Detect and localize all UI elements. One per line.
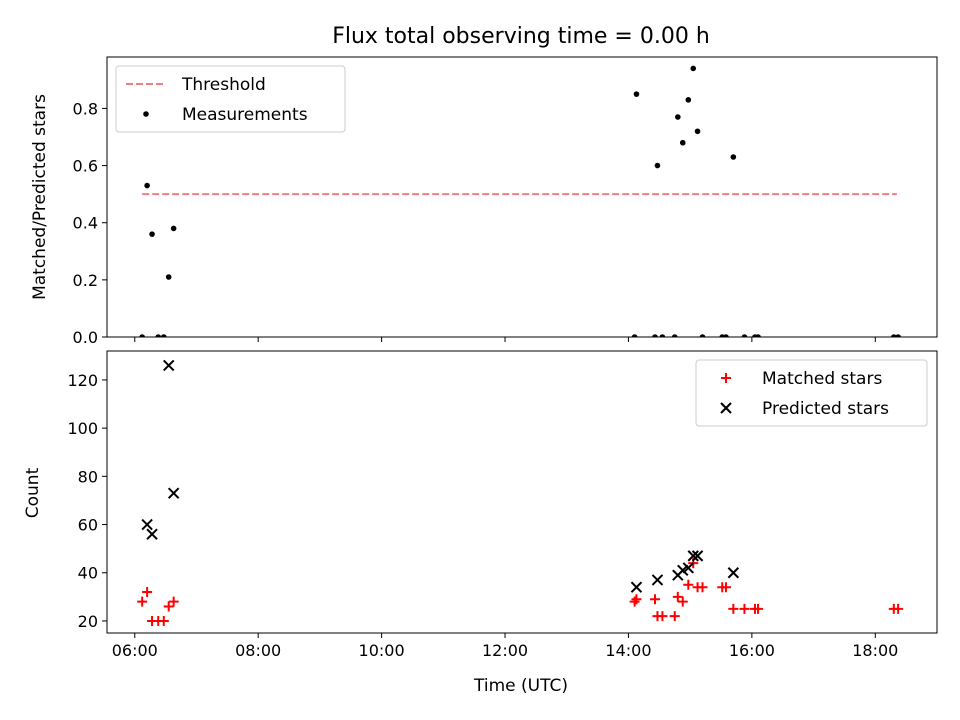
top-y-tick-label: 0.6 bbox=[73, 157, 98, 176]
matched-star-point bbox=[137, 596, 148, 607]
legend-measurement-swatch bbox=[143, 111, 149, 117]
legend-label: Matched stars bbox=[762, 369, 882, 389]
matched-star-point bbox=[697, 582, 708, 593]
top-legend-box bbox=[115, 65, 346, 133]
top-plot: 0.0 0.2 0.4 0.6 0.8 Threshold Measurements bbox=[73, 56, 938, 347]
bottom-data-layer bbox=[137, 359, 904, 626]
bottom-y-tick-label: 20 bbox=[78, 612, 98, 631]
measurement-point bbox=[139, 334, 145, 337]
predicted-star-point bbox=[167, 487, 180, 499]
measurement-point bbox=[690, 65, 697, 72]
bottom-y-tick-label: 120 bbox=[67, 371, 98, 390]
measurement-point bbox=[659, 334, 666, 337]
predicted-star-point bbox=[630, 581, 643, 593]
predicted-star-point bbox=[651, 574, 664, 586]
chart-title: Flux total observing time = 0.00 h bbox=[332, 24, 710, 49]
matched-star-point bbox=[631, 594, 642, 605]
bottom-x-tick-label: 18:00 bbox=[852, 641, 898, 660]
matched-star-point bbox=[677, 596, 688, 607]
matched-star-point bbox=[657, 611, 668, 622]
predicted-star-point bbox=[141, 518, 153, 531]
top-axes-frame bbox=[106, 56, 938, 338]
bottom-x-tick-label: 10:00 bbox=[359, 641, 405, 660]
top-y-tick-label: 0.8 bbox=[73, 99, 98, 118]
legend-predicted-swatch bbox=[720, 402, 732, 414]
bottom-legend-box bbox=[695, 359, 928, 427]
legend-label: Measurements bbox=[182, 105, 308, 125]
bottom-x-tick-label: 06:00 bbox=[112, 641, 158, 660]
bottom-x-tick-label: 16:00 bbox=[729, 641, 775, 660]
measurement-point bbox=[685, 97, 692, 103]
matched-star-point bbox=[720, 582, 731, 593]
top-data-layer bbox=[139, 65, 901, 337]
bottom-x-tick-label: 08:00 bbox=[235, 641, 281, 660]
bottom-legend: Matched stars Predicted stars bbox=[695, 359, 928, 427]
predicted-star-point bbox=[727, 567, 740, 579]
measurement-point bbox=[755, 334, 761, 337]
measurement-point bbox=[165, 274, 172, 280]
top-y-axis-label: Matched/Predicted stars bbox=[30, 94, 50, 300]
measurement-point bbox=[679, 139, 686, 146]
measurement-point bbox=[633, 91, 640, 97]
matched-star-point bbox=[649, 594, 660, 605]
measurement-point bbox=[652, 334, 658, 337]
bottom-y-axis-label: Count bbox=[23, 467, 43, 518]
measurement-point bbox=[144, 182, 150, 189]
matched-star-point bbox=[672, 591, 683, 602]
bottom-y-tick-label: 80 bbox=[78, 467, 98, 486]
x-axis-label: Time (UTC) bbox=[473, 676, 568, 696]
bottom-y-tick-label: 60 bbox=[78, 516, 98, 535]
predicted-star-point bbox=[163, 359, 175, 372]
legend-label: Threshold bbox=[181, 75, 266, 95]
measurement-point bbox=[895, 334, 901, 337]
matched-star-point bbox=[728, 603, 739, 614]
measurement-point bbox=[730, 154, 737, 160]
predicted-star-point bbox=[682, 562, 695, 574]
measurement-point bbox=[631, 334, 638, 337]
matched-star-point bbox=[739, 603, 750, 614]
bottom-axes-frame bbox=[106, 350, 938, 634]
measurement-point bbox=[741, 334, 748, 337]
top-y-tick-label: 0.2 bbox=[73, 271, 98, 290]
matched-star-point bbox=[158, 615, 169, 626]
measurement-point bbox=[694, 128, 701, 135]
matched-star-point bbox=[163, 601, 174, 612]
top-y-tick-label: 0.0 bbox=[73, 328, 98, 347]
measurement-point bbox=[160, 334, 167, 337]
matched-star-point bbox=[753, 603, 764, 614]
matched-star-point bbox=[683, 579, 694, 590]
bottom-x-tick-label: 14:00 bbox=[605, 641, 651, 660]
measurement-point bbox=[671, 334, 678, 337]
predicted-star-point bbox=[691, 550, 704, 562]
bottom-y-tick-label: 100 bbox=[67, 419, 98, 438]
legend-label: Predicted stars bbox=[762, 399, 889, 419]
predicted-star-point bbox=[146, 528, 158, 540]
measurement-point bbox=[149, 231, 155, 237]
measurement-point bbox=[675, 114, 681, 120]
matched-star-point bbox=[142, 587, 153, 598]
measurement-point bbox=[654, 162, 661, 169]
measurement-point bbox=[723, 334, 729, 337]
measurement-point bbox=[891, 334, 897, 337]
measurement-point bbox=[155, 334, 162, 337]
top-legend: Threshold Measurements bbox=[115, 65, 346, 133]
legend-matched-swatch bbox=[721, 373, 731, 383]
matched-star-point bbox=[669, 611, 680, 622]
top-y-tick-label: 0.4 bbox=[73, 214, 98, 233]
bottom-x-tick-label: 12:00 bbox=[482, 641, 528, 660]
predicted-star-point bbox=[687, 550, 699, 562]
bottom-plot: 20 40 60 80 100 120 06:00 08:00 10:00 12:00 14:00 1… bbox=[67, 350, 938, 660]
matched-star-point bbox=[168, 596, 179, 607]
measurement-point bbox=[170, 225, 177, 232]
measurement-point bbox=[699, 334, 706, 337]
bottom-y-tick-label: 40 bbox=[78, 564, 98, 583]
matched-star-point bbox=[893, 603, 904, 614]
